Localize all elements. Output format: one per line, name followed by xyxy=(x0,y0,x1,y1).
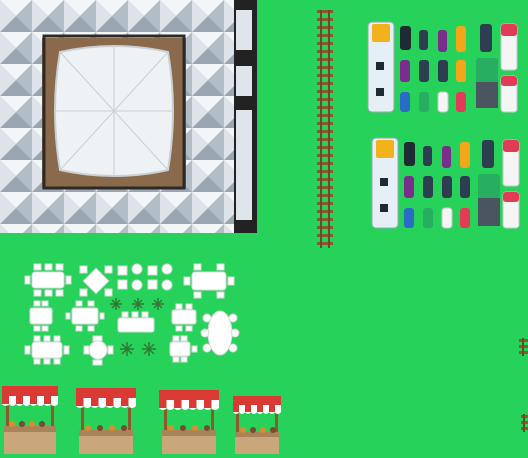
table-icon xyxy=(171,303,197,332)
bus-icon xyxy=(367,21,395,113)
table-icon xyxy=(117,311,155,333)
market-stall-icon xyxy=(157,388,221,458)
railway-track-icon xyxy=(519,338,528,356)
market-stall-icon xyxy=(74,386,138,458)
table-icon xyxy=(117,263,173,291)
vehicle-group xyxy=(366,20,522,116)
table-icon xyxy=(200,310,240,356)
table-icon xyxy=(169,335,198,363)
table-icon xyxy=(24,335,70,365)
table-icon xyxy=(83,335,114,366)
table-icon xyxy=(183,263,235,299)
railway-track-icon xyxy=(521,414,528,432)
plant-icon xyxy=(110,298,164,356)
vehicle-group xyxy=(370,136,524,232)
table-icon xyxy=(29,300,53,332)
railway-track-icon xyxy=(316,10,334,248)
car-icon xyxy=(404,139,520,229)
furniture-set xyxy=(22,260,244,366)
table-icon xyxy=(65,300,105,332)
car-icon xyxy=(400,23,518,113)
market-stall-icon xyxy=(0,384,60,458)
bus-icon xyxy=(371,137,399,229)
table-icon xyxy=(79,265,113,297)
table-icon xyxy=(24,263,72,297)
tent-icon xyxy=(0,0,257,233)
market-stall-icon xyxy=(231,394,283,458)
